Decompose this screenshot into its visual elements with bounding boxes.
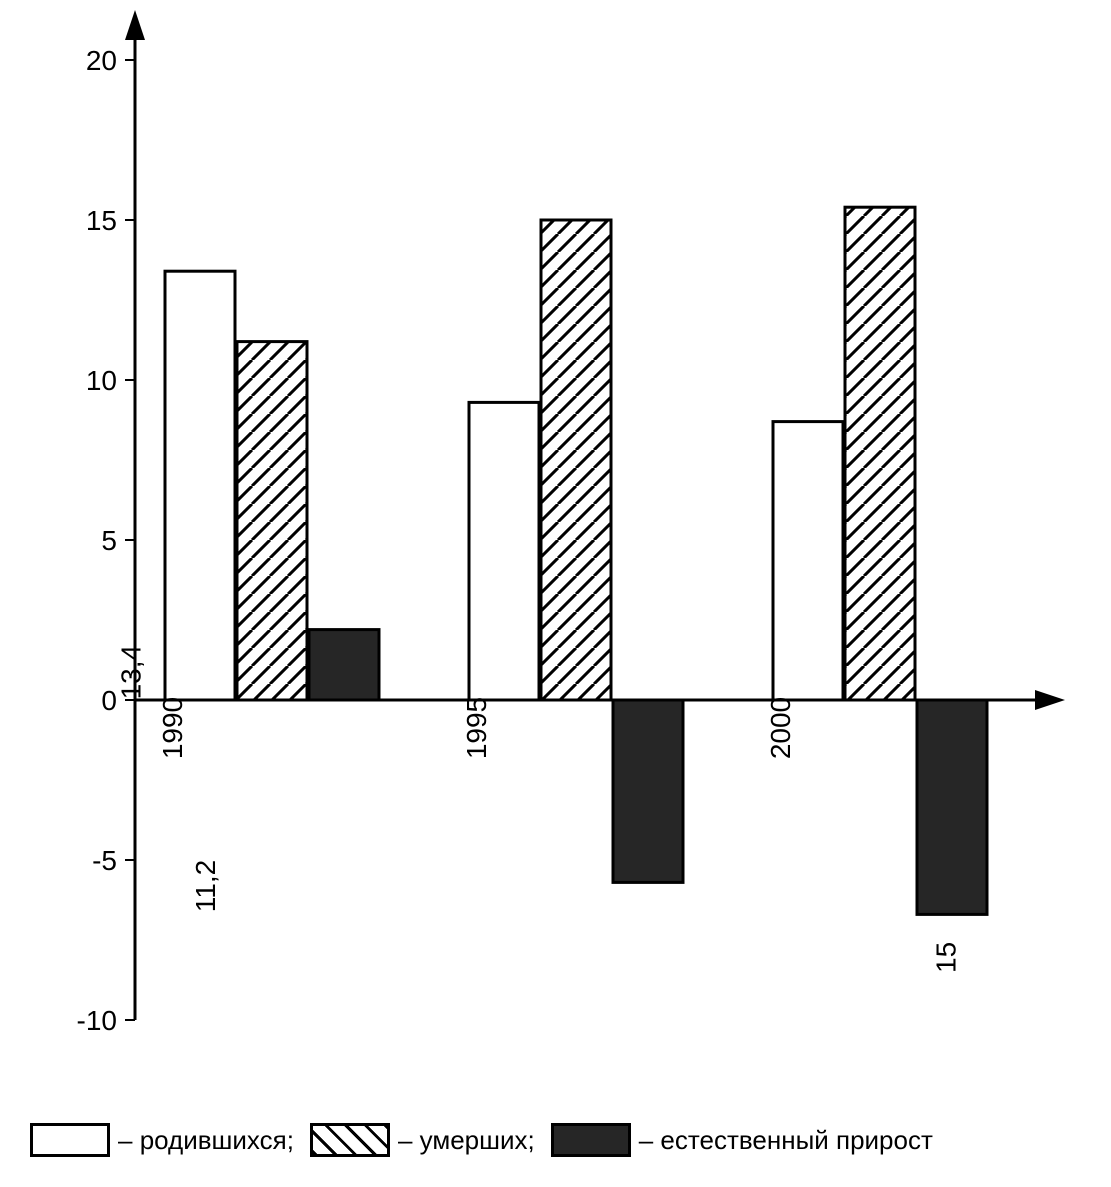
- legend-swatch-born: [30, 1123, 110, 1157]
- legend-label-died: – умерших;: [398, 1125, 535, 1156]
- svg-text:20: 20: [86, 45, 117, 76]
- bar: [237, 342, 307, 700]
- svg-text:5: 5: [101, 525, 117, 556]
- bar-value-label: 11,2: [190, 860, 221, 912]
- legend-item-born: – родившихся;: [30, 1123, 294, 1157]
- bar: [917, 700, 987, 914]
- bar: [469, 402, 539, 700]
- chart-legend: – родившихся; – умерших; – естественный …: [30, 1123, 939, 1157]
- chart-container: -10-50510152013,411,22,219909,315- 5,719…: [0, 0, 1111, 1187]
- category-label: 1990: [157, 697, 188, 759]
- legend-swatch-increase: [551, 1123, 631, 1157]
- bar: [541, 220, 611, 700]
- legend-label-increase: – естественный прирост: [639, 1125, 933, 1156]
- bar-chart: -10-50510152013,411,22,219909,315- 5,719…: [0, 0, 1111, 1080]
- bar: [165, 271, 235, 700]
- legend-item-increase: – естественный прирост: [551, 1123, 933, 1157]
- bar: [613, 700, 683, 882]
- legend-item-died: – умерших;: [310, 1123, 535, 1157]
- legend-label-born: – родившихся;: [118, 1125, 294, 1156]
- legend-swatch-died: [310, 1123, 390, 1157]
- category-label: 2000: [765, 697, 796, 759]
- svg-text:10: 10: [86, 365, 117, 396]
- bar-value-label: 13,4: [116, 645, 147, 700]
- bar: [845, 207, 915, 700]
- svg-text:-10: -10: [77, 1005, 117, 1036]
- bar: [773, 422, 843, 700]
- bar: [309, 630, 379, 700]
- svg-text:-5: -5: [92, 845, 117, 876]
- bar-value-label: 15: [930, 942, 961, 973]
- svg-text:15: 15: [86, 205, 117, 236]
- category-label: 1995: [461, 697, 492, 759]
